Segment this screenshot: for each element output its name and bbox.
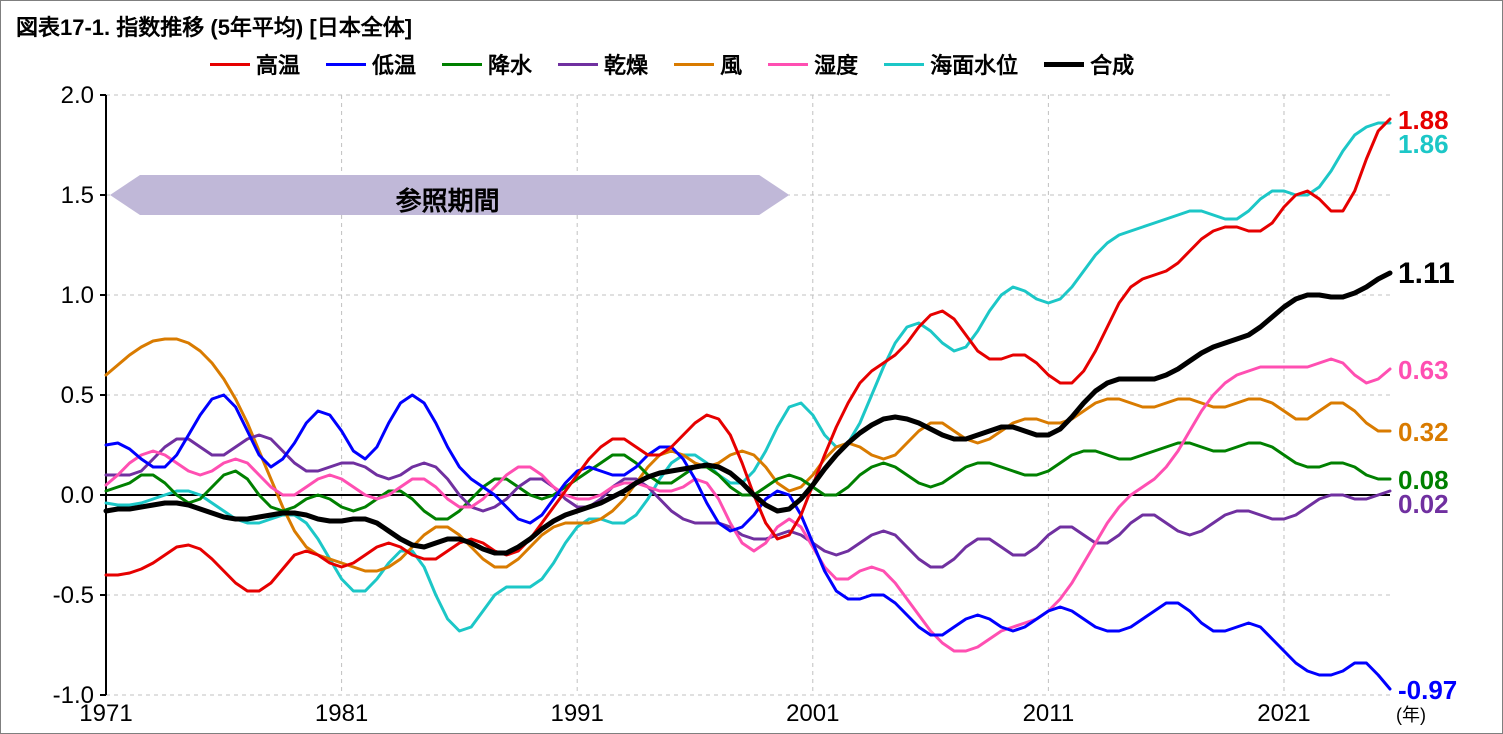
y-tick-label: 0.5 — [61, 382, 94, 410]
chart-plot-svg — [0, 0, 1503, 734]
end-value-label-composite: 1.11 — [1398, 257, 1455, 291]
end-value-label-wind: 0.32 — [1398, 417, 1449, 448]
y-tick-label: 2.0 — [61, 82, 94, 110]
reference-period-label: 参照期間 — [388, 181, 508, 218]
x-tick-label: 2011 — [988, 700, 1108, 728]
end-value-label-low_temp: -0.97 — [1398, 675, 1457, 706]
end-value-label-dry: 0.02 — [1398, 489, 1449, 520]
x-tick-label: 1981 — [282, 700, 402, 728]
x-tick-label: 1991 — [517, 700, 637, 728]
y-tick-label: 1.0 — [61, 282, 94, 310]
chart-container: 図表17-1. 指数推移 (5年平均) [日本全体] 高温低温降水乾燥風湿度海面… — [0, 0, 1503, 734]
y-tick-label: 1.5 — [61, 182, 94, 210]
x-tick-label: 1971 — [46, 700, 166, 728]
series-line-composite — [106, 273, 1390, 553]
end-value-label-humidity: 0.63 — [1398, 355, 1449, 386]
x-tick-label: 2001 — [753, 700, 873, 728]
y-tick-label: -0.5 — [53, 582, 94, 610]
x-tick-label: 2021 — [1224, 700, 1344, 728]
end-value-label-sea_level: 1.86 — [1398, 129, 1449, 160]
y-tick-label: 0.0 — [61, 482, 94, 510]
series-line-low_temp — [106, 395, 1390, 689]
